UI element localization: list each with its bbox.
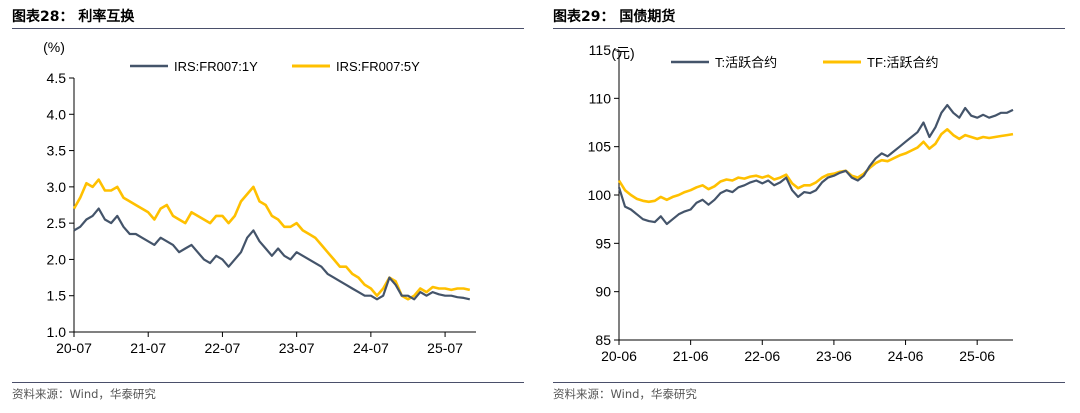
chart-panel-bond-futures: 图表29： 国债期货 (元) 115 110 105 100 95 90 85 20-06 21-… <box>553 0 1078 413</box>
x-tick-label: 21-07 <box>130 340 166 356</box>
x-tick-label: 23-07 <box>279 340 315 356</box>
legend-label: TF:活跃合约 <box>867 55 939 70</box>
y-tick-label: 2.0 <box>47 251 67 267</box>
source-note: 资料来源：Wind，华泰研究 <box>12 387 156 401</box>
x-tick-label: 24-07 <box>353 340 389 356</box>
x-tick-label: 21-06 <box>673 348 709 364</box>
y-tick-label: 4.5 <box>47 70 67 86</box>
chart-title: 图表28： 利率互换 <box>12 9 135 25</box>
y-tick-label: 95 <box>595 235 611 251</box>
x-tick-label: 25-06 <box>959 348 995 364</box>
y-tick-label: 3.5 <box>47 143 67 159</box>
y-axis-label: (%) <box>43 39 65 55</box>
y-tick-label: 105 <box>588 139 612 155</box>
series-line-2 <box>72 178 471 301</box>
y-axis-label: (元) <box>611 45 634 61</box>
y-tick-label: 4.0 <box>47 106 67 122</box>
title-rule <box>12 28 524 29</box>
series-line-1 <box>73 207 471 301</box>
legend-label: T:活跃合约 <box>715 55 777 70</box>
series-line-1 <box>617 103 1014 226</box>
x-tick-label: 24-06 <box>888 348 924 364</box>
y-tick-label: 1.5 <box>47 288 67 304</box>
y-tick-label: 110 <box>589 90 612 106</box>
source-rule <box>12 382 524 383</box>
y-tick-label: 1.0 <box>47 324 67 340</box>
y-tick-label: 100 <box>588 187 612 203</box>
x-tick-label: 23-06 <box>816 348 852 364</box>
irs-line-chart: (%) 4.5 4.0 3.5 3.0 2.5 2.0 1.5 1.020-07 21-07 22-… <box>43 39 476 356</box>
legend-label: IRS:FR007:5Y <box>336 59 420 74</box>
x-tick-label: 25-07 <box>427 340 463 356</box>
series-line-2 <box>617 128 1014 204</box>
x-tick-label: 20-06 <box>601 348 637 364</box>
y-tick-label: 3.0 <box>47 179 67 195</box>
legend-label: IRS:FR007:1Y <box>174 59 258 74</box>
y-tick-label: 2.5 <box>47 215 67 231</box>
y-tick-label: 85 <box>595 332 611 348</box>
source-rule <box>553 382 1065 383</box>
x-tick-label: 20-07 <box>56 340 92 356</box>
y-tick-label: 90 <box>595 284 611 300</box>
source-note: 资料来源：Wind，华泰研究 <box>553 387 697 401</box>
chart-panel-irs: 图表28： 利率互换 (%) 4.5 4.0 3.5 3.0 2.5 2.0 1.5 1.0 20… <box>12 0 537 413</box>
y-tick-label: 115 <box>589 42 612 58</box>
x-tick-label: 22-07 <box>205 340 241 356</box>
x-tick-label: 22-06 <box>744 348 780 364</box>
chart-title: 图表29： 国债期货 <box>553 9 676 25</box>
title-rule <box>553 28 1065 29</box>
